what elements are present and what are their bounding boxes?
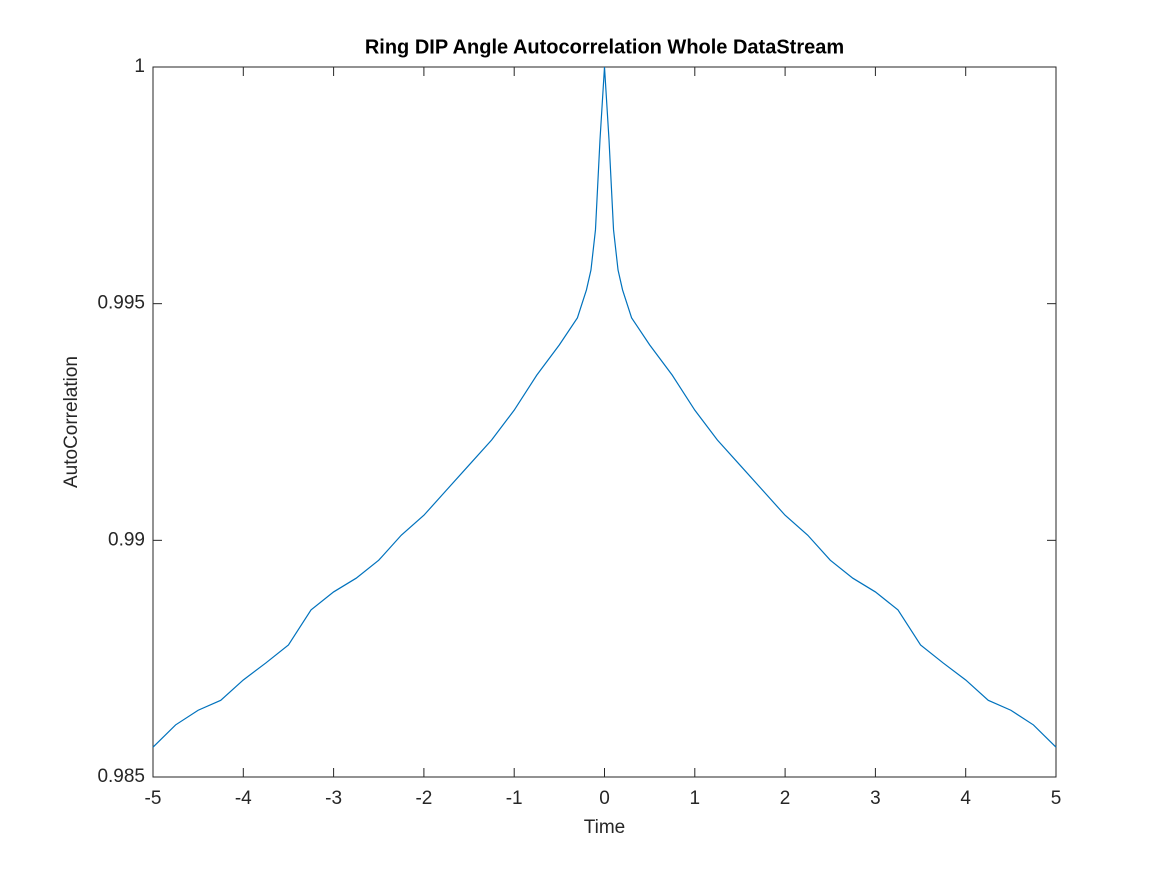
y-tick-label: 0.99: [108, 529, 145, 550]
x-tick-label: -1: [506, 788, 523, 809]
chart-title: Ring DIP Angle Autocorrelation Whole Dat…: [365, 36, 844, 58]
x-tick-label: 2: [780, 788, 791, 809]
plot-box: [152, 66, 1057, 778]
x-tick-label: 1: [690, 788, 701, 809]
x-tick-label: 4: [960, 788, 971, 809]
y-tick-label: 0.985: [97, 766, 145, 787]
x-tick-label: 5: [1051, 788, 1062, 809]
x-tick-label: -5: [145, 788, 162, 809]
x-tick-label: -3: [325, 788, 342, 809]
x-tick-label: 3: [870, 788, 881, 809]
line-series: [152, 66, 1057, 748]
x-axis-label: Time: [584, 817, 626, 838]
y-axis-label: AutoCorrelation: [61, 356, 82, 488]
y-tick-label: 0.995: [97, 293, 145, 314]
x-tick-label: -4: [235, 788, 252, 809]
y-tick-label: 1: [134, 56, 145, 77]
x-tick-label: 0: [599, 788, 610, 809]
x-tick-label: -2: [415, 788, 432, 809]
